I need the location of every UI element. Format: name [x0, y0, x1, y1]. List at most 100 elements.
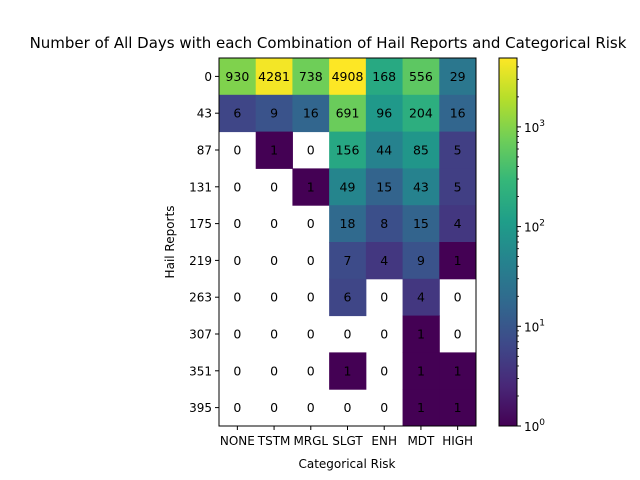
heatmap-cell [402, 168, 440, 206]
cell-value-label: 43 [413, 179, 429, 194]
x-tick-label: NONE [220, 434, 255, 448]
cell-value-label: 9 [270, 106, 278, 121]
colorbar-tick-label: 102 [524, 219, 545, 235]
cell-value-label: 168 [372, 69, 396, 84]
cell-value-label: 0 [270, 327, 278, 342]
cell-value-label: 0 [307, 290, 315, 305]
cell-value-label: 930 [225, 69, 249, 84]
colorbar-tick-label: 100 [524, 418, 545, 434]
heatmap-cell [402, 389, 440, 427]
cell-value-label: 0 [307, 143, 315, 158]
cell-value-label: 204 [409, 106, 433, 121]
cell-value-label: 6 [344, 290, 352, 305]
cell-value-label: 691 [336, 106, 360, 121]
cell-value-label: 1 [417, 327, 425, 342]
cell-value-label: 0 [344, 327, 352, 342]
heatmap-cell [365, 205, 404, 243]
heatmap-cell [402, 131, 440, 169]
cells-layer [219, 58, 477, 427]
heatmap-cell [329, 131, 367, 169]
cell-value-label: 0 [233, 400, 241, 415]
heatmap-cell [365, 58, 404, 96]
x-axis-label: Categorical Risk [298, 457, 395, 471]
y-tick-label: 131 [189, 180, 212, 194]
cell-value-label: 0 [380, 327, 388, 342]
cell-value-label: 0 [344, 400, 352, 415]
heatmap-cell [255, 58, 293, 96]
cell-value-label: 16 [450, 106, 466, 121]
y-tick-label: 219 [189, 254, 212, 268]
heatmap-cell [329, 278, 367, 317]
cell-value-label: 156 [336, 143, 360, 158]
x-tick-label: TSTM [257, 434, 291, 448]
heatmap-cell [329, 205, 367, 243]
cell-value-label: 0 [307, 327, 315, 342]
x-tick-label: SLGT [332, 434, 363, 448]
heatmap-cell [365, 131, 404, 169]
heatmap-cell [439, 58, 477, 96]
cell-value-label: 0 [380, 363, 388, 378]
heatmap-cell [402, 315, 440, 353]
cell-value-label: 18 [340, 216, 356, 231]
y-tick-label: 175 [189, 217, 212, 231]
cell-value-label: 5 [454, 179, 462, 194]
heatmap-cell [329, 58, 367, 96]
heatmap-cell [439, 205, 477, 243]
cell-value-label: 4 [380, 253, 388, 268]
heatmap-cell [365, 168, 404, 206]
cell-value-label: 4 [454, 216, 462, 231]
y-axis-label: Hail Reports [163, 206, 177, 279]
cell-value-label: 0 [454, 290, 462, 305]
heatmap-cell [439, 352, 477, 390]
cell-value-label: 0 [307, 253, 315, 268]
cell-value-label: 15 [376, 179, 392, 194]
heatmap-cell [402, 205, 440, 243]
heatmap-cell [329, 242, 367, 280]
cell-value-label: 0 [233, 216, 241, 231]
y-tick-label: 263 [189, 291, 212, 305]
cell-value-label: 0 [270, 290, 278, 305]
colorbar-tick-label: 103 [524, 119, 545, 135]
cell-value-label: 1 [454, 363, 462, 378]
y-tick-label: 307 [189, 328, 212, 342]
cell-value-label: 0 [307, 400, 315, 415]
colorbar-tick-label: 101 [524, 318, 545, 334]
x-tick-label: MDT [407, 434, 435, 448]
cell-value-label: 0 [233, 253, 241, 268]
y-tick-label: 0 [204, 70, 212, 84]
y-ticks-layer: 0 43 87 131 175 219 263 307 351 395 [189, 70, 219, 415]
cell-value-label: 8 [380, 216, 388, 231]
chart-title: Number of All Days with each Combination… [30, 34, 627, 52]
x-tick-label: MRGL [293, 434, 328, 448]
heatmap-cell [439, 131, 477, 169]
heatmap-cell [365, 242, 404, 280]
y-tick-label: 395 [189, 401, 212, 415]
cell-value-label: 4 [417, 290, 425, 305]
heatmap-cell [402, 242, 440, 280]
heatmap-cell [219, 94, 257, 133]
heatmap-cell [439, 389, 477, 427]
cell-value-label: 9 [417, 253, 425, 268]
cell-value-label: 1 [454, 400, 462, 415]
cell-value-label: 15 [413, 216, 429, 231]
heatmap-cell [255, 94, 293, 133]
cell-value-label: 1 [417, 363, 425, 378]
cell-value-label: 5 [454, 143, 462, 158]
cell-value-label: 96 [376, 106, 392, 121]
cell-value-label: 6 [233, 106, 241, 121]
x-ticks-layer: NONE TSTM MRGL SLGT ENH MDT HIGH [220, 426, 473, 448]
x-tick-label: HIGH [442, 434, 473, 448]
cell-value-label: 0 [233, 179, 241, 194]
cell-value-label: 0 [233, 363, 241, 378]
cell-value-label: 0 [380, 290, 388, 305]
cell-value-label: 44 [376, 143, 392, 158]
cell-value-label: 4281 [258, 69, 290, 84]
cell-value-label: 556 [409, 69, 433, 84]
cell-labels-layer: 930 4281 738 4908 168 556 296 9 16 691 96 204 160 1 0 1… [225, 69, 465, 415]
y-tick-label: 43 [197, 107, 212, 121]
y-tick-label: 87 [197, 144, 212, 158]
heatmap-cell [402, 58, 440, 96]
heatmap-cell [329, 94, 367, 133]
heatmap-cell [402, 94, 440, 133]
